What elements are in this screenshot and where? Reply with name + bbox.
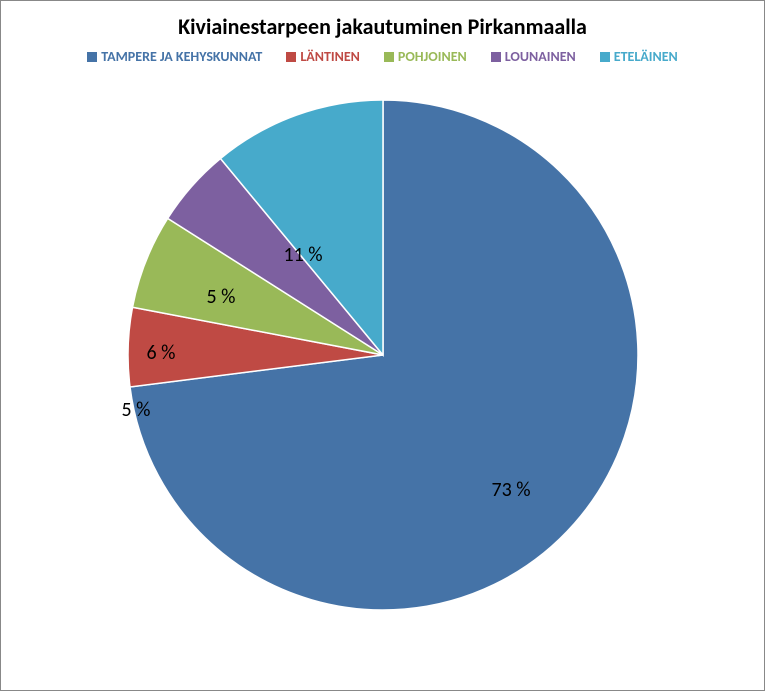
legend-swatch bbox=[491, 52, 501, 62]
legend-label: TAMPERE JA KEHYSKUNNAT bbox=[101, 48, 262, 65]
legend-item: POHJOINEN bbox=[384, 48, 467, 65]
slice-label: 5 % bbox=[207, 285, 236, 309]
chart-title: Kiviainestarpeen jakautuminen Pirkanmaal… bbox=[1, 13, 764, 40]
legend-swatch bbox=[87, 52, 97, 62]
legend: TAMPERE JA KEHYSKUNNAT LÄNTINEN POHJOINEN L… bbox=[1, 48, 764, 65]
chart-container: Kiviainestarpeen jakautuminen Pirkanmaal… bbox=[0, 0, 765, 691]
slice-label: 73 % bbox=[491, 478, 530, 502]
legend-item: LÄNTINEN bbox=[286, 48, 360, 65]
pie-area: 73 % 5 % 6 % 5 % 11 % bbox=[1, 75, 764, 635]
slice-label: 6 % bbox=[147, 341, 176, 365]
legend-item: ETELÄINEN bbox=[600, 48, 678, 65]
legend-label: LÄNTINEN bbox=[300, 48, 360, 65]
legend-item: LOUNAINEN bbox=[491, 48, 576, 65]
legend-item: TAMPERE JA KEHYSKUNNAT bbox=[87, 48, 262, 65]
legend-swatch bbox=[600, 52, 610, 62]
legend-label: ETELÄINEN bbox=[614, 48, 678, 65]
legend-swatch bbox=[286, 52, 296, 62]
slice-label: 11 % bbox=[283, 243, 322, 267]
legend-label: POHJOINEN bbox=[398, 48, 467, 65]
legend-swatch bbox=[384, 52, 394, 62]
legend-label: LOUNAINEN bbox=[505, 48, 576, 65]
slice-label: 5 % bbox=[122, 398, 151, 422]
pie-chart bbox=[126, 98, 640, 612]
